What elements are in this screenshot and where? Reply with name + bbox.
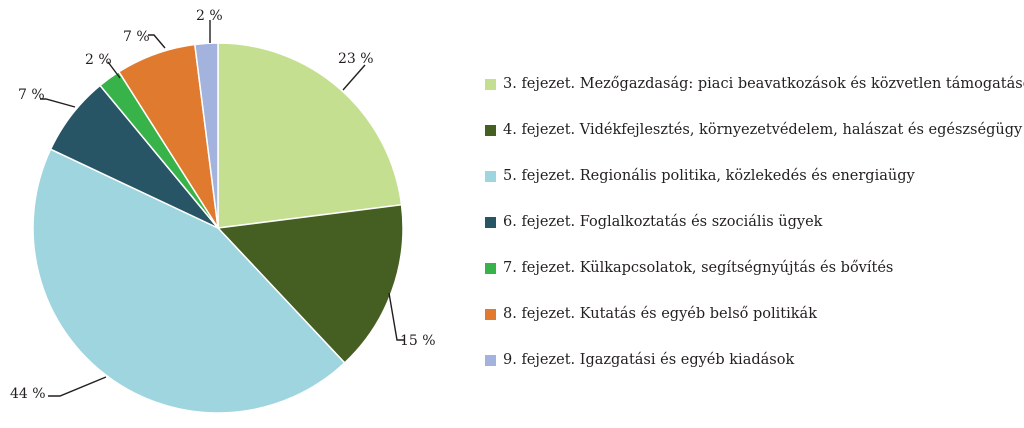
- pie-slice-7: [193, 42, 219, 229]
- data-label-1: 23 %: [338, 51, 374, 67]
- legend-label: 5. fejezet. Regionális politika, közleke…: [503, 168, 915, 184]
- legend-swatch: [485, 79, 496, 90]
- data-label-4: 7 %: [18, 87, 45, 103]
- pie-slice-1: [217, 42, 403, 229]
- legend: 3. fejezet. Mezőgazdaság: piaci beavatko…: [485, 75, 1024, 397]
- legend-label: 6. fejezet. Foglalkoztatás és szociális …: [503, 214, 823, 230]
- pie-slices: [32, 42, 404, 414]
- legend-item-4: 6. fejezet. Foglalkoztatás és szociális …: [485, 213, 1020, 259]
- legend-item-1: 3. fejezet. Mezőgazdaság: piaci beavatko…: [485, 75, 1024, 121]
- pie-chart: 23 % 15 % 44 % 7 % 2 % 7 % 2 %: [10, 8, 436, 414]
- legend-label: 7. fejezet. Külkapcsolatok, segítségnyúj…: [503, 260, 894, 276]
- legend-item-6: 8. fejezet. Kutatás és egyéb belső polit…: [485, 305, 1020, 351]
- leader-lines: [40, 20, 405, 397]
- legend-item-5: 7. fejezet. Külkapcsolatok, segítségnyúj…: [485, 259, 1020, 305]
- legend-label: 3. fejezet. Mezőgazdaság: piaci beavatko…: [503, 76, 1024, 92]
- data-label-7: 2 %: [196, 8, 223, 24]
- legend-swatch: [485, 309, 496, 320]
- legend-label: 8. fejezet. Kutatás és egyéb belső polit…: [503, 306, 817, 322]
- pie-slice-3: [32, 148, 346, 414]
- leader-line-1: [342, 64, 366, 91]
- data-label-2: 15 %: [400, 333, 436, 349]
- data-label-5: 2 %: [85, 52, 112, 68]
- pie-slice-2: [216, 203, 404, 364]
- data-label-6: 7 %: [123, 29, 150, 45]
- leader-line-6: [148, 34, 166, 49]
- legend-swatch: [485, 171, 496, 182]
- leader-line-4: [40, 98, 76, 108]
- legend-item-3: 5. fejezet. Regionális politika, közleke…: [485, 167, 1020, 213]
- leader-line-5: [107, 61, 121, 79]
- data-labels: 23 % 15 % 44 % 7 % 2 % 7 % 2 %: [10, 8, 436, 402]
- legend-swatch: [485, 217, 496, 228]
- legend-item-2: 4. fejezet. Vidékfejlesztés, környezetvé…: [485, 121, 1023, 167]
- legend-label: 9. fejezet. Igazgatási és egyéb kiadások: [503, 352, 795, 368]
- legend-item-7: 9. fejezet. Igazgatási és egyéb kiadások: [485, 351, 1020, 397]
- legend-swatch: [485, 125, 496, 136]
- legend-swatch: [485, 263, 496, 274]
- legend-swatch: [485, 355, 496, 366]
- leader-line-2: [388, 292, 405, 341]
- data-label-3: 44 %: [10, 386, 46, 402]
- leader-line-3: [48, 376, 107, 397]
- legend-label: 4. fejezet. Vidékfejlesztés, környezetvé…: [503, 122, 1023, 138]
